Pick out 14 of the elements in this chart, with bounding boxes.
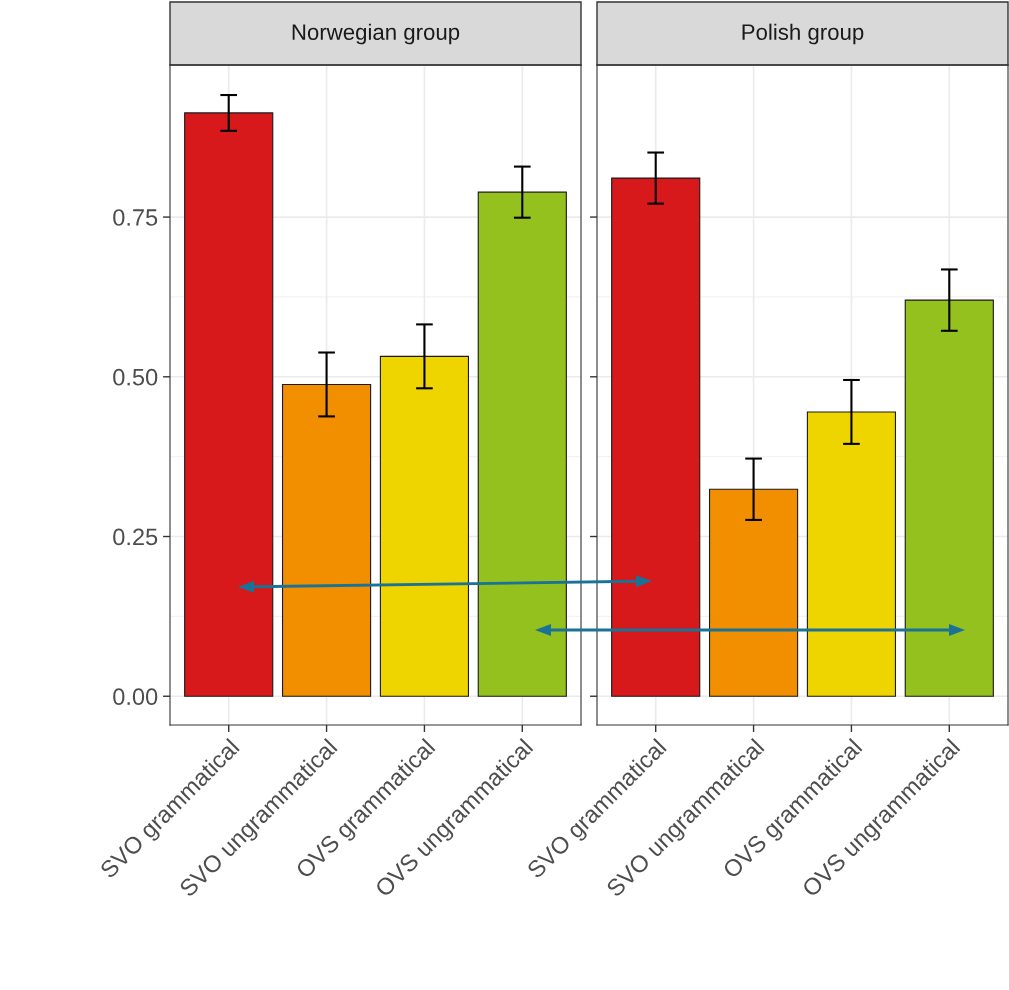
bar — [477, 191, 567, 697]
bar — [708, 488, 799, 697]
y-tick-label: 0.75 — [113, 209, 158, 226]
chart-title: Norwegian group — [292, 23, 460, 45]
bar — [806, 411, 897, 697]
bar — [281, 383, 372, 697]
bar — [379, 355, 470, 697]
bar — [611, 177, 701, 697]
bar — [904, 299, 994, 697]
chart-title: Polish group — [742, 23, 864, 45]
bar — [184, 112, 274, 697]
y-tick-label: 0.00 — [113, 688, 158, 706]
y-tick-label: 0.25 — [113, 528, 158, 546]
y-tick-label: 0.50 — [113, 368, 158, 386]
